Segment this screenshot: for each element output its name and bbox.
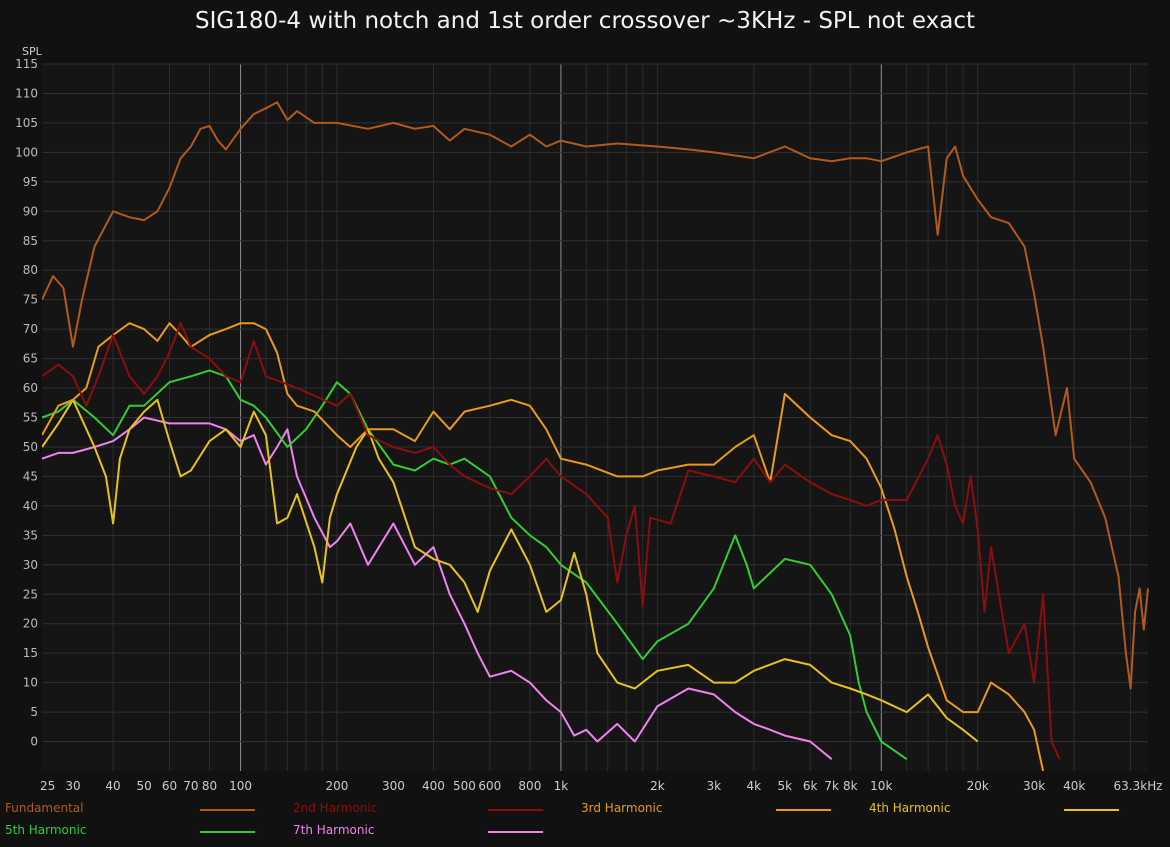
y-tick-label: 25 xyxy=(23,587,38,601)
y-tick-label: 95 xyxy=(23,175,38,189)
legend-label: 2nd Harmonic xyxy=(293,801,378,815)
y-tick-label: 110 xyxy=(15,86,38,100)
y-tick-label: 30 xyxy=(23,558,38,572)
y-tick-label: 0 xyxy=(30,735,38,749)
x-tick-label: 25 xyxy=(40,779,55,793)
series-line-2nd-harmonic xyxy=(42,322,1061,760)
x-tick-label: 40 xyxy=(105,779,120,793)
x-tick-label: 20k xyxy=(967,779,989,793)
y-tick-label: 80 xyxy=(23,263,38,277)
legend-label: 5th Harmonic xyxy=(5,823,87,837)
legend-label: 4th Harmonic xyxy=(869,801,951,815)
x-tick-label: 800 xyxy=(518,779,541,793)
series-line-fundamental xyxy=(42,101,1149,690)
x-tick-label: 63.3kHz xyxy=(1114,779,1163,793)
series-line-4th-harmonic xyxy=(42,398,979,743)
x-tick-label: 40k xyxy=(1063,779,1085,793)
legend-swatch xyxy=(488,809,543,811)
x-tick-label: 80 xyxy=(202,779,217,793)
y-tick-label: 35 xyxy=(23,528,38,542)
y-tick-label: 105 xyxy=(15,116,38,130)
x-tick-label: 600 xyxy=(478,779,501,793)
x-tick-label: 500 xyxy=(453,779,476,793)
y-tick-label: 65 xyxy=(23,352,38,366)
legend-label: Fundamental xyxy=(5,801,84,815)
x-tick-label: 50 xyxy=(136,779,151,793)
x-tick-label: 7k xyxy=(824,779,839,793)
x-tick-label: 8k xyxy=(843,779,858,793)
y-tick-label: 20 xyxy=(23,617,38,631)
chart-title: SIG180-4 with notch and 1st order crosso… xyxy=(194,8,976,34)
y-tick-label: 10 xyxy=(23,676,38,690)
series-line-3rd-harmonic xyxy=(42,322,1045,771)
y-tick-label: 40 xyxy=(23,499,38,513)
legend-label: 7th Harmonic xyxy=(293,823,375,837)
y-tick-label: 100 xyxy=(15,145,38,159)
y-tick-label: 15 xyxy=(23,646,38,660)
y-tick-label: 115 xyxy=(15,57,38,71)
y-tick-label: 70 xyxy=(23,322,38,336)
y-tick-label: 5 xyxy=(30,705,38,719)
y-tick-label: 60 xyxy=(23,381,38,395)
x-tick-label: 2k xyxy=(650,779,665,793)
legend-swatch xyxy=(200,831,255,833)
x-tick-label: 3k xyxy=(706,779,721,793)
x-tick-label: 200 xyxy=(326,779,349,793)
legend-swatch xyxy=(1064,809,1119,811)
y-tick-label: 75 xyxy=(23,293,38,307)
x-tick-label: 300 xyxy=(382,779,405,793)
series-line-7th-harmonic xyxy=(42,416,833,760)
x-tick-label: 30k xyxy=(1023,779,1045,793)
x-tick-label: 30 xyxy=(65,779,80,793)
x-tick-label: 10k xyxy=(870,779,892,793)
x-tick-label: 70 xyxy=(183,779,198,793)
legend-swatch xyxy=(200,809,255,811)
x-tick-label: 60 xyxy=(162,779,177,793)
x-tick-label: 400 xyxy=(422,779,445,793)
y-axis-label: SPL xyxy=(22,45,43,58)
legend-label: 3rd Harmonic xyxy=(581,801,663,815)
y-tick-label: 45 xyxy=(23,469,38,483)
x-tick-label: 4k xyxy=(747,779,762,793)
legend-swatch xyxy=(488,831,543,833)
x-tick-label: 5k xyxy=(778,779,793,793)
x-tick-label: 100 xyxy=(229,779,252,793)
y-tick-label: 85 xyxy=(23,234,38,248)
legend-swatch xyxy=(776,809,831,811)
y-tick-label: 55 xyxy=(23,411,38,425)
x-tick-label: 1k xyxy=(554,779,569,793)
y-tick-label: 50 xyxy=(23,440,38,454)
y-tick-label: 90 xyxy=(23,204,38,218)
x-tick-label: 6k xyxy=(803,779,818,793)
